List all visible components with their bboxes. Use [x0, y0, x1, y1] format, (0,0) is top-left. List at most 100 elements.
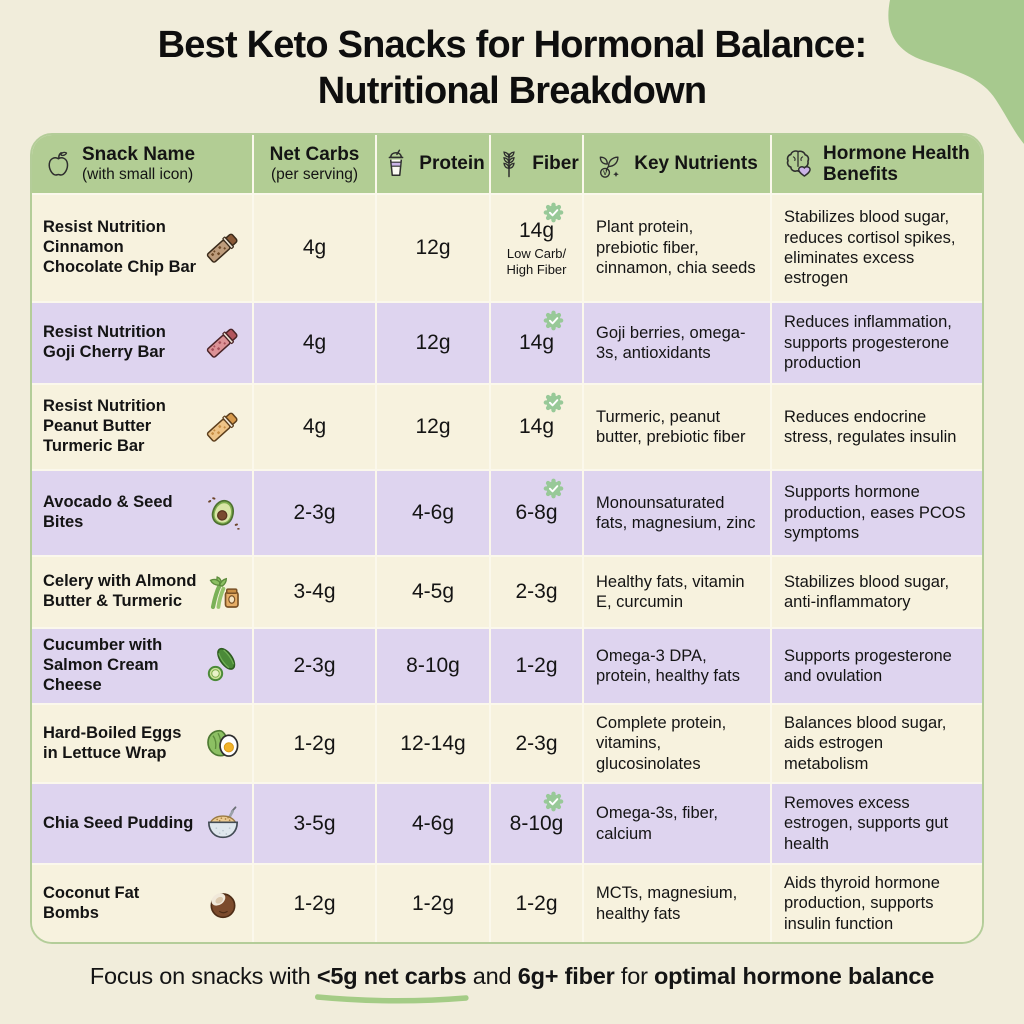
snack-name: Hard-Boiled Eggs in Lettuce Wrap: [43, 723, 182, 762]
snack-name: Resist Nutrition Goji Cherry Bar: [43, 323, 166, 361]
snack-name: Resist Nutrition Peanut Butter Turmeric …: [43, 397, 166, 455]
header-net-carbs: Net Carbs (per serving): [254, 135, 375, 193]
header-label-hormone-benefits: Hormone Health Benefits: [823, 142, 970, 185]
header-fiber: Fiber: [491, 135, 582, 193]
protein-value: 12g: [377, 195, 489, 301]
benefits-value: Supports progesterone and ovulation: [772, 629, 982, 703]
green-underline-swoosh: [314, 994, 469, 1004]
net-carbs-value: 1-2g: [254, 705, 375, 782]
key-nutrients-value: Omega-3 DPA, protein, healthy fats: [584, 629, 770, 703]
key-nutrients-value: MCTs, magnesium, healthy fats: [584, 865, 770, 942]
fiber-value: 14g: [518, 331, 555, 354]
protein-value: 4-5g: [377, 557, 489, 627]
key-nutrients-value: Complete protein, vitamins, glucosinolat…: [584, 705, 770, 782]
protein-value: 8-10g: [377, 629, 489, 703]
snack-name: Chia Seed Pudding: [43, 813, 194, 832]
table-row: Celery with Almond Butter & Turmeric 3-4…: [32, 557, 982, 627]
table-row: Cucumber with Salmon Cream Cheese 2-3g 8…: [32, 629, 982, 703]
net-carbs-value: 2-3g: [254, 629, 375, 703]
fiber-value: 2-3g: [515, 731, 558, 755]
footer-note: Focus on snacks with <5g net carbs and 6…: [0, 963, 1024, 1004]
table-row: Resist Nutrition Peanut Butter Turmeric …: [32, 385, 982, 469]
chia-bowl-icon: [203, 804, 243, 844]
fiber-value: 1-2g: [515, 654, 558, 677]
goji-bar-icon: [203, 323, 243, 363]
snack-name: Resist Nutrition Cinnamon Chocolate Chip…: [43, 218, 197, 276]
fiber-check-badge-icon: [542, 790, 565, 813]
avocado-icon: [203, 493, 243, 533]
footer-highlight-balance: optimal hormone balance: [654, 963, 935, 989]
celery-almond-icon: [203, 572, 243, 612]
table-row: Resist Nutrition Goji Cherry Bar 4g 12g …: [32, 303, 982, 383]
footer-text-mid: and: [466, 963, 518, 989]
footer-text-prefix: Focus on snacks with: [89, 963, 317, 989]
header-sublabel-net-carbs: (per serving): [271, 165, 358, 183]
key-nutrients-value: Omega-3s, fiber, calcium: [584, 784, 770, 863]
fiber-check-badge-icon: [542, 391, 565, 414]
snack-name: Coconut Fat Bombs: [43, 883, 140, 922]
fiber-value: 2-3g: [515, 580, 558, 603]
header-label-fiber: Fiber: [532, 153, 579, 175]
page-title: Best Keto Snacks for Hormonal Balance: N…: [0, 22, 1024, 115]
net-carbs-value: 4g: [254, 385, 375, 469]
page-title-line2: Nutritional Breakdown: [317, 70, 707, 113]
net-carbs-value: 4g: [254, 303, 375, 383]
net-carbs-value: 4g: [254, 195, 375, 301]
table-row: Hard-Boiled Eggs in Lettuce Wrap 1-2g 12…: [32, 705, 982, 782]
fiber-value: 6-8g: [515, 501, 558, 524]
header-label-protein: Protein: [419, 153, 485, 175]
table-row: Avocado & Seed Bites 2-3g 4-6g 6-8g Mono…: [32, 471, 982, 555]
apple-icon: [44, 149, 74, 179]
protein-value: 4-6g: [377, 471, 489, 555]
benefits-value: Stabilizes blood sugar, anti-inflammator…: [772, 557, 982, 627]
benefits-value: Stabilizes blood sugar, reduces cortisol…: [772, 195, 982, 301]
fiber-value: 14g: [518, 219, 555, 243]
fiber-check-badge-icon: [542, 201, 565, 224]
protein-value: 1-2g: [377, 865, 489, 942]
header-hormone-benefits: Hormone Health Benefits: [772, 135, 982, 193]
protein-value: 12g: [377, 303, 489, 383]
fiber-check-badge-icon: [542, 477, 565, 500]
chocolate-bar-icon: [203, 228, 243, 268]
fiber-value: 1-2g: [515, 891, 558, 915]
net-carbs-value: 2-3g: [254, 471, 375, 555]
nutrition-table: Snack Name (with small icon) Net Carbs (…: [30, 133, 984, 944]
net-carbs-value: 3-4g: [254, 557, 375, 627]
header-label-net-carbs: Net Carbs: [269, 144, 360, 166]
fiber-note: Low Carb/ High Fiber: [506, 246, 567, 277]
snack-name: Avocado & Seed Bites: [43, 493, 173, 531]
footer-text-mid2: for: [614, 963, 655, 989]
table-row: Chia Seed Pudding 3-5g 4-6g 8-10g Omega-…: [32, 784, 982, 863]
benefits-value: Aids thyroid hormone production, support…: [772, 865, 982, 942]
benefits-value: Balances blood sugar, aids estrogen meta…: [772, 705, 982, 782]
net-carbs-value: 1-2g: [254, 865, 375, 942]
header-label-key-nutrients: Key Nutrients: [634, 153, 758, 175]
header-sublabel-snack-name: (with small icon): [82, 165, 194, 183]
header-key-nutrients: Key Nutrients: [584, 135, 770, 193]
coconut-icon: [203, 884, 243, 924]
benefits-value: Reduces endocrine stress, regulates insu…: [772, 385, 982, 469]
key-nutrients-value: Turmeric, peanut butter, prebiotic fiber: [584, 385, 770, 469]
protein-value: 12g: [377, 385, 489, 469]
table-header-row: Snack Name (with small icon) Net Carbs (…: [32, 135, 982, 193]
benefits-value: Supports hormone production, eases PCOS …: [772, 471, 982, 555]
protein-shake-icon: [381, 149, 411, 179]
footer-highlight-fiber: 6g+ fiber: [517, 963, 615, 989]
net-carbs-value: 3-5g: [254, 784, 375, 863]
table-row: Coconut Fat Bombs 1-2g 1-2g 1-2g MCTs, m…: [32, 865, 982, 942]
table-row: Resist Nutrition Cinnamon Chocolate Chip…: [32, 195, 982, 301]
page-title-line1: Best Keto Snacks for Hormonal Balance:: [157, 24, 868, 66]
benefits-value: Removes excess estrogen, supports gut he…: [772, 784, 982, 863]
fiber-value: 14g: [518, 415, 555, 438]
key-nutrients-value: Plant protein, prebiotic fiber, cinnamon…: [584, 195, 770, 301]
snack-name: Cucumber with Salmon Cream Cheese: [43, 636, 163, 694]
fiber-check-badge-icon: [542, 309, 565, 332]
cucumber-icon: [203, 646, 243, 686]
protein-value: 4-6g: [377, 784, 489, 863]
key-nutrients-value: Goji berries, omega-3s, antioxidants: [584, 303, 770, 383]
protein-value: 12-14g: [377, 705, 489, 782]
snack-name: Celery with Almond Butter & Turmeric: [43, 572, 197, 610]
header-label-snack-name: Snack Name: [82, 144, 196, 166]
sprout-icon: [596, 149, 626, 179]
